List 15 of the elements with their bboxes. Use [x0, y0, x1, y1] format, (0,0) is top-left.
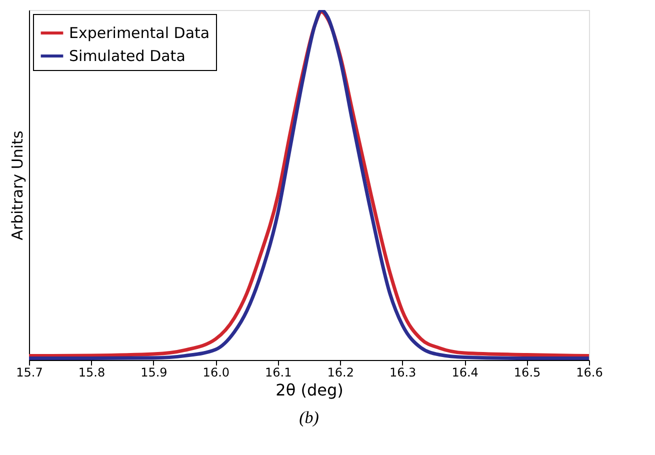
x-tick-label: 16.4: [452, 366, 478, 380]
x-tick-label: 15.8: [78, 366, 106, 380]
x-tick-label: 16.5: [514, 366, 541, 380]
x-tick-label: 16.2: [327, 366, 354, 380]
x-axis-title: 2θ (deg): [276, 380, 344, 400]
legend-label: Experimental Data: [69, 24, 210, 42]
x-tick-label: 16.3: [389, 366, 416, 380]
text: (b): [299, 408, 320, 427]
y-axis-title: Arbitrary Units: [8, 130, 26, 240]
x-tick-label: 16.0: [202, 366, 230, 380]
x-tick-label: 16.6: [576, 366, 603, 380]
x-tick-label: 15.7: [16, 366, 43, 380]
legend-label: Simulated Data: [69, 47, 186, 65]
x-tick-label: 16.1: [265, 366, 292, 380]
x-tick-label: 15.9: [140, 366, 168, 380]
